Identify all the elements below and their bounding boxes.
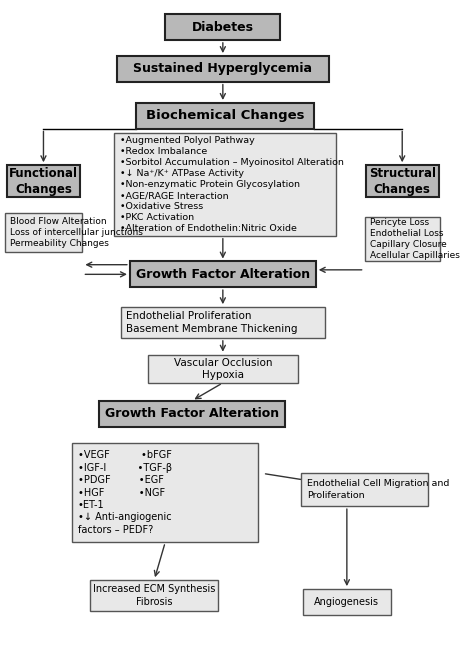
- FancyBboxPatch shape: [365, 165, 439, 197]
- Text: •VEGF          •bFGF
•IGF-I          •TGF-β
•PDGF         •EGF
•HGF           •N: •VEGF •bFGF •IGF-I •TGF-β •PDGF •EGF •HG…: [78, 450, 172, 535]
- Text: Growth Factor Alteration: Growth Factor Alteration: [136, 268, 310, 281]
- FancyBboxPatch shape: [114, 133, 336, 236]
- Text: Functional
Changes: Functional Changes: [9, 166, 78, 195]
- FancyBboxPatch shape: [137, 103, 314, 128]
- Text: Vascular Occlusion
Hypoxia: Vascular Occlusion Hypoxia: [173, 357, 272, 380]
- FancyBboxPatch shape: [7, 165, 80, 197]
- FancyBboxPatch shape: [99, 401, 285, 426]
- FancyBboxPatch shape: [117, 56, 329, 82]
- Text: Diabetes: Diabetes: [192, 21, 254, 34]
- FancyBboxPatch shape: [72, 443, 258, 542]
- FancyBboxPatch shape: [5, 213, 82, 252]
- FancyBboxPatch shape: [301, 473, 428, 506]
- FancyBboxPatch shape: [165, 14, 281, 40]
- Text: Angiogenesis: Angiogenesis: [314, 597, 379, 607]
- FancyBboxPatch shape: [130, 261, 316, 287]
- Text: Structural
Changes: Structural Changes: [369, 166, 436, 195]
- Text: Growth Factor Alteration: Growth Factor Alteration: [105, 407, 279, 420]
- Text: •Augmented Polyol Pathway
•Redox Imbalance
•Sorbitol Accumulation – Myoinositol : •Augmented Polyol Pathway •Redox Imbalan…: [119, 135, 344, 233]
- Text: Increased ECM Synthesis
Fibrosis: Increased ECM Synthesis Fibrosis: [93, 584, 215, 607]
- Text: Endothelial Cell Migration and
Proliferation: Endothelial Cell Migration and Prolifera…: [307, 479, 449, 499]
- Text: Biochemical Changes: Biochemical Changes: [146, 109, 304, 122]
- Text: Sustained Hyperglycemia: Sustained Hyperglycemia: [133, 63, 312, 75]
- FancyBboxPatch shape: [121, 307, 325, 338]
- Text: Endothelial Proliferation
Basement Membrane Thickening: Endothelial Proliferation Basement Membr…: [126, 312, 298, 333]
- FancyBboxPatch shape: [302, 589, 391, 615]
- FancyBboxPatch shape: [147, 355, 298, 383]
- FancyBboxPatch shape: [365, 217, 440, 261]
- FancyBboxPatch shape: [90, 580, 219, 611]
- Text: Pericyte Loss
Endothelial Loss
Capillary Closure
Acellular Capillaries: Pericyte Loss Endothelial Loss Capillary…: [370, 218, 460, 260]
- Text: Blood Flow Alteration
Loss of intercellular junctions
Permeability Changes: Blood Flow Alteration Loss of intercellu…: [10, 217, 143, 248]
